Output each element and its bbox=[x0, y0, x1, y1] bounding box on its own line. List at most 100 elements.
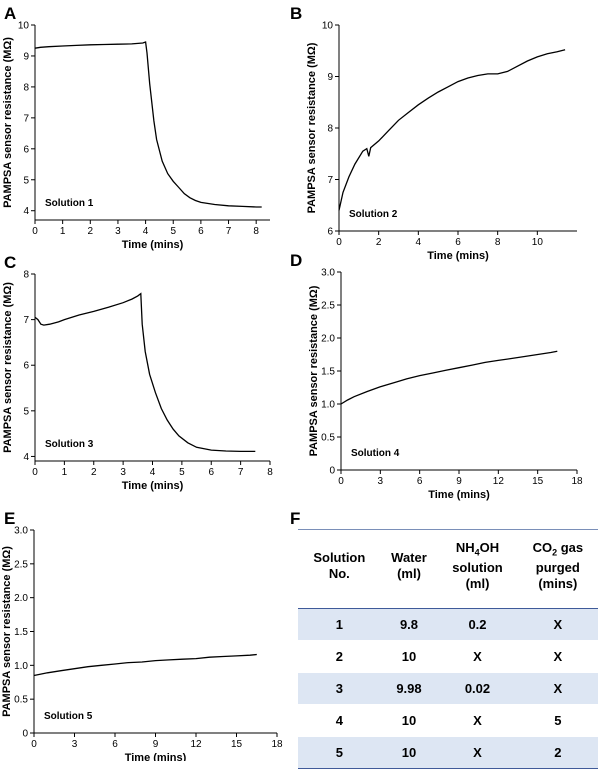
x-tick-label: 1 bbox=[60, 226, 66, 237]
col-header-solution-no: Solution No. bbox=[298, 530, 381, 603]
table-cell: 5 bbox=[335, 745, 343, 760]
table-cell: 2 bbox=[335, 649, 343, 664]
table-cell: 2 bbox=[554, 745, 562, 760]
table-cell: X bbox=[553, 681, 563, 696]
x-tick-label: 0 bbox=[31, 739, 37, 750]
x-tick-label: 9 bbox=[456, 476, 462, 487]
chart-panel-e: 0 3 6 9 12 15 18 0 0.5 1.0 1.5 2.0 2.5 3.0 Time (mins)… bbox=[1, 526, 283, 762]
y-tick-label: 2.0 bbox=[321, 334, 335, 345]
y-tick-label: 3.0 bbox=[14, 526, 28, 537]
y-tick-label: 7 bbox=[23, 315, 29, 326]
solution-annotation: Solution 5 bbox=[44, 711, 93, 722]
panel-letter-a: A bbox=[4, 4, 16, 23]
x-tick-label: 6 bbox=[208, 467, 214, 478]
y-tick-label: 1.5 bbox=[321, 367, 335, 378]
panel-letter-e: E bbox=[4, 509, 15, 528]
y-tick-label: 8 bbox=[23, 82, 29, 93]
x-axis-label: Time (mins) bbox=[122, 480, 184, 492]
x-tick-label: 5 bbox=[170, 226, 176, 237]
table-cell: X bbox=[473, 713, 482, 728]
x-tick-label: 7 bbox=[226, 226, 232, 237]
series-line bbox=[34, 292, 256, 453]
table-cell: X bbox=[553, 649, 563, 664]
panel-letter-b: B bbox=[290, 4, 302, 23]
y-tick-label: 6 bbox=[327, 227, 333, 238]
y-tick-label: 2.5 bbox=[14, 559, 28, 570]
x-tick-label: 2 bbox=[91, 467, 97, 478]
x-tick-label: 15 bbox=[532, 476, 544, 487]
y-tick-label: 0 bbox=[329, 466, 335, 477]
y-tick-label: 5 bbox=[23, 175, 29, 186]
series-line bbox=[33, 653, 257, 677]
table-cell: X bbox=[473, 649, 482, 664]
table-cell: 3 bbox=[335, 681, 343, 696]
x-tick-label: 6 bbox=[198, 226, 204, 237]
series-line bbox=[34, 41, 262, 208]
x-axis-label: Time (mins) bbox=[427, 250, 489, 262]
y-tick-label: 0 bbox=[22, 729, 28, 740]
table-cell: 10 bbox=[401, 649, 417, 664]
table-cell: 10 bbox=[401, 745, 417, 760]
y-axis-label: PAMPSA sensor resistance (MΩ) bbox=[308, 285, 320, 456]
chart-panel-c: 0 1 2 3 4 5 6 7 8 4 5 6 7 8 Time (mins) PAMPSA sensor r… bbox=[2, 270, 273, 493]
table-header-row: Solution No. Water (ml) NH4OH solution (… bbox=[298, 529, 598, 603]
y-tick-label: 7 bbox=[23, 113, 29, 124]
header-text: NH4OH bbox=[437, 540, 517, 561]
header-text: OH bbox=[479, 539, 500, 555]
table-body: 1 9.8 0.2 X 2 10 X X 3 9.98 0.02 X 4 10 X 5 5 10 X 2 bbox=[298, 608, 598, 769]
x-axis-label: Time (mins) bbox=[428, 489, 490, 501]
y-tick-label: 4 bbox=[23, 206, 29, 217]
col-header-nh4oh: NH4OH solution (ml) bbox=[437, 530, 517, 603]
x-axis-label: Time (mins) bbox=[122, 239, 184, 251]
x-tick-label: 4 bbox=[143, 226, 149, 237]
solution-annotation: Solution 3 bbox=[45, 439, 94, 450]
header-text: CO bbox=[532, 539, 553, 555]
solution-annotation: Solution 4 bbox=[351, 448, 400, 459]
x-tick-label: 8 bbox=[495, 237, 501, 248]
y-tick-label: 2.0 bbox=[14, 593, 28, 604]
y-tick-label: 8 bbox=[23, 270, 29, 281]
x-tick-label: 3 bbox=[378, 476, 384, 487]
header-text: gas bbox=[557, 539, 584, 555]
table-cell: 9.8 bbox=[399, 617, 419, 632]
x-tick-label: 0 bbox=[32, 226, 38, 237]
x-tick-label: 6 bbox=[455, 237, 461, 248]
col-header-co2: CO2 gas purged (mins) bbox=[518, 530, 598, 603]
x-tick-label: 8 bbox=[253, 226, 259, 237]
table-cell: X bbox=[553, 617, 563, 632]
y-tick-label: 4 bbox=[23, 452, 29, 463]
y-tick-label: 6 bbox=[23, 144, 29, 155]
x-tick-label: 18 bbox=[571, 476, 583, 487]
solutions-table: Solution No. Water (ml) NH4OH solution (… bbox=[298, 529, 598, 769]
table-cell: 0.02 bbox=[464, 681, 491, 696]
subscript: 4 bbox=[474, 547, 480, 558]
y-tick-label: 6 bbox=[23, 361, 29, 372]
y-tick-label: 3.0 bbox=[321, 268, 335, 279]
y-tick-label: 1.5 bbox=[14, 627, 28, 638]
solution-annotation: Solution 2 bbox=[349, 209, 398, 220]
x-tick-label: 5 bbox=[179, 467, 185, 478]
header-text: Solution bbox=[313, 550, 366, 565]
y-tick-label: 1.0 bbox=[14, 661, 28, 672]
x-tick-label: 12 bbox=[493, 476, 505, 487]
chart-panel-b: 0 2 4 6 8 10 6 7 8 9 10 Time (mins) PAMPSA sensor re… bbox=[306, 21, 577, 262]
x-tick-label: 0 bbox=[336, 237, 342, 248]
x-tick-label: 2 bbox=[376, 237, 382, 248]
y-tick-label: 9 bbox=[327, 72, 333, 83]
x-tick-label: 6 bbox=[112, 739, 118, 750]
x-tick-label: 1 bbox=[62, 467, 68, 478]
x-tick-label: 0 bbox=[32, 467, 38, 478]
y-tick-label: 8 bbox=[327, 124, 333, 135]
table-cell: 10 bbox=[401, 713, 417, 728]
panel-letter-c: C bbox=[4, 253, 16, 272]
table-cell: 4 bbox=[335, 713, 343, 728]
y-tick-label: 10 bbox=[322, 21, 334, 32]
solution-annotation: Solution 1 bbox=[45, 198, 94, 209]
chart-panel-a: 0 1 2 3 4 5 6 7 8 4 5 6 7 8 9 10 Time (mins) PAMPSA senso… bbox=[2, 21, 270, 251]
y-axis-label: PAMPSA sensor resistance (MΩ) bbox=[2, 282, 14, 453]
x-tick-label: 8 bbox=[267, 467, 273, 478]
x-tick-label: 6 bbox=[417, 476, 423, 487]
col-header-water: Water (ml) bbox=[381, 530, 438, 603]
y-tick-label: 0.5 bbox=[14, 695, 28, 706]
panel-letter-d: D bbox=[290, 251, 302, 270]
